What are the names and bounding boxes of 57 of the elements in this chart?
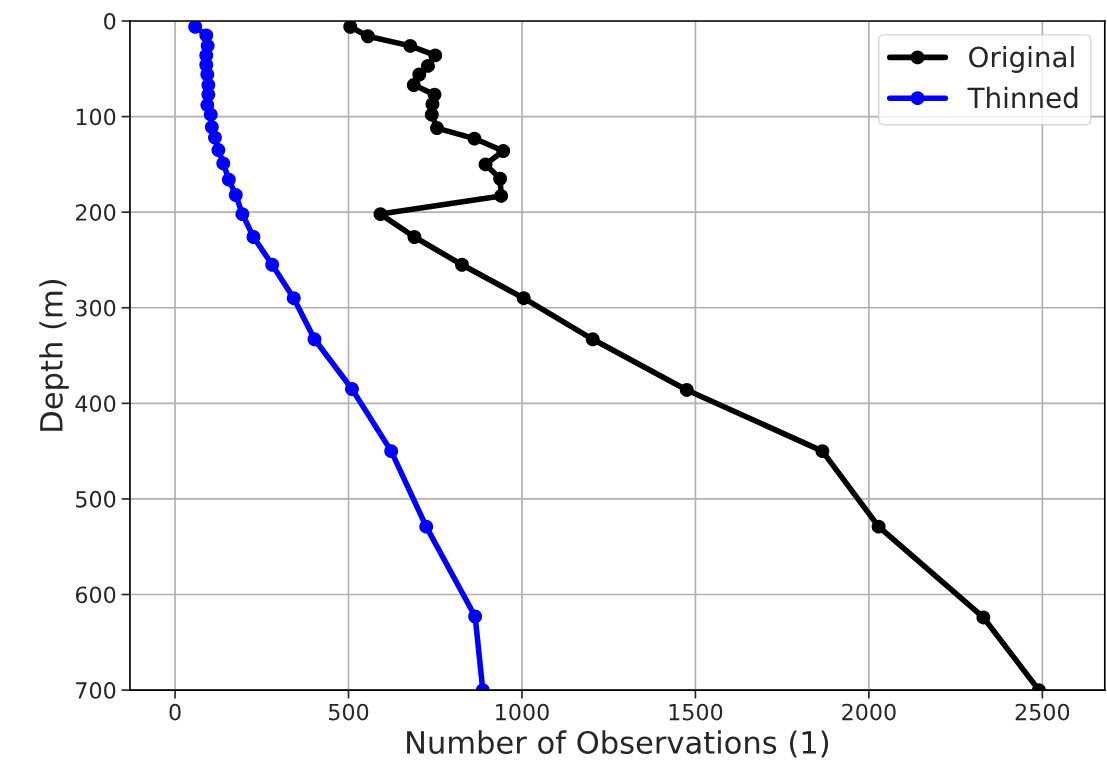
point (493, 171, 508, 186)
point (421, 58, 435, 73)
point (203, 107, 218, 122)
point (407, 230, 422, 244)
x-tick-label: 1500 (669, 703, 723, 721)
point (235, 207, 250, 222)
point (286, 291, 301, 306)
y-tick-label: 700 (76, 682, 116, 699)
point (307, 332, 322, 347)
point (494, 188, 509, 203)
point (815, 444, 830, 459)
y-tick-label: 500 (76, 490, 116, 508)
point (211, 143, 226, 157)
point (419, 519, 434, 534)
y-tick-label: 300 (76, 299, 116, 317)
point (221, 172, 236, 187)
point (585, 332, 600, 347)
y-tick-label: 100 (76, 108, 116, 126)
y-tick-label: 200 (75, 204, 116, 221)
point (208, 130, 222, 145)
point (516, 291, 531, 306)
point (345, 382, 359, 396)
legend-label: Original (969, 46, 1074, 73)
point (424, 107, 439, 122)
point (361, 29, 375, 44)
x-tick-label: 2000 (842, 703, 896, 721)
point (496, 144, 511, 158)
legend-label: Thinned (967, 86, 1078, 109)
point (468, 609, 483, 624)
y-axis-title: Depth (m) (39, 279, 69, 431)
point (976, 610, 991, 625)
point (455, 257, 469, 272)
point (373, 207, 388, 222)
point (428, 48, 443, 63)
point (246, 230, 261, 244)
point (265, 257, 280, 272)
point (216, 156, 231, 171)
point (343, 21, 358, 34)
x-tick-label: 1000 (496, 703, 549, 721)
x-tick-label: 0 (169, 703, 181, 721)
y-tick-label: 600 (75, 586, 116, 604)
y-tick-label: 0 (104, 12, 116, 30)
point (228, 188, 243, 202)
point (403, 38, 418, 53)
point (478, 157, 493, 172)
point (412, 67, 427, 82)
point (679, 383, 694, 397)
x-axis-title: Number of Observations (1) (407, 730, 829, 758)
point (188, 21, 203, 34)
point (467, 131, 482, 146)
y-tick-label: 400 (75, 395, 116, 413)
x-tick-label: 500 (329, 703, 369, 721)
point (384, 444, 399, 459)
x-tick-label: 2500 (1015, 703, 1070, 721)
point (871, 519, 886, 534)
point (430, 121, 444, 135)
point (406, 78, 421, 92)
